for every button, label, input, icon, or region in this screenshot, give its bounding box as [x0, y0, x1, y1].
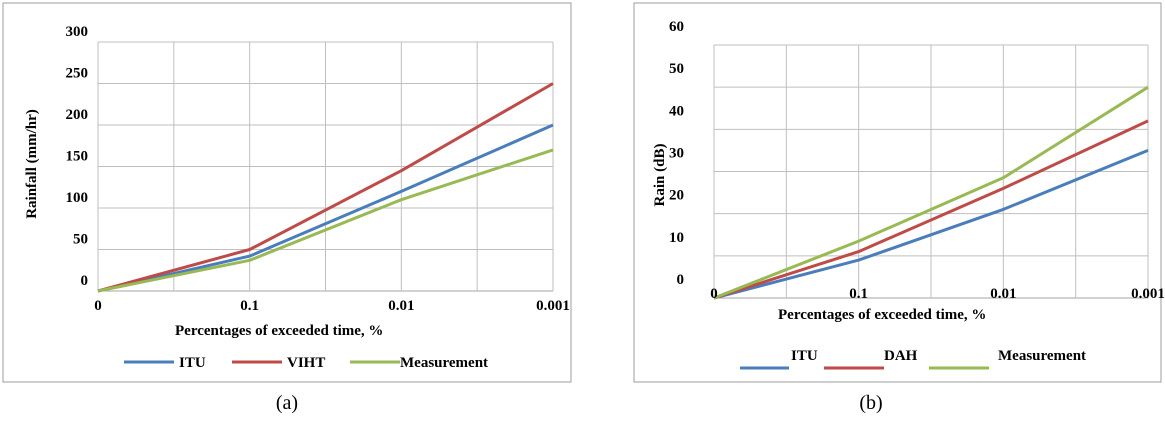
chart-a-ytick-label: 50	[73, 232, 88, 248]
chart-a-svg: 0 50 100 150 200 250 300 0 0.1 0.01 0.001 Percent…	[0, 0, 575, 430]
chart-a-ytick-label: 300	[66, 24, 89, 40]
chart-b-legend-label: DAH	[884, 348, 918, 364]
chart-a-xlabel: Percentages of exceeded time, %	[175, 323, 383, 339]
caption-a: (a)	[247, 392, 327, 415]
chart-a-xtick-label: 0.1	[240, 298, 259, 314]
chart-panel-b: 0 10 20 30 40 50 60 0 0.1 0.01 0.001 Percentages …	[578, 0, 1165, 430]
chart-a-ytick-label: 200	[66, 107, 89, 123]
chart-b-xtick-label: 0.1	[849, 286, 868, 302]
chart-b-xlabel: Percentages of exceeded time, %	[778, 307, 986, 323]
chart-a-legend-label: Measurement	[400, 355, 488, 371]
chart-panel-a: 0 50 100 150 200 250 300 0 0.1 0.01 0.001 Percent…	[0, 0, 575, 430]
caption-b: (b)	[831, 392, 911, 415]
chart-b-xtick-label: 0	[710, 286, 718, 302]
chart-a-ytick-label: 100	[66, 190, 89, 206]
chart-a-xtick-label: 0.001	[536, 298, 570, 314]
chart-a-xtick-label: 0	[94, 298, 102, 314]
chart-b-ytick-label: 50	[669, 61, 684, 77]
chart-b-ytick-label: 40	[669, 103, 684, 119]
chart-b-frame	[634, 3, 1161, 382]
chart-b-ylabel: Rain (dB)	[652, 144, 668, 207]
chart-a-ytick-label: 0	[81, 273, 89, 289]
chart-a-ylabel: Rainfall (mm/hr)	[24, 109, 40, 219]
chart-b-ytick-label: 60	[669, 19, 684, 35]
chart-b-svg: 0 10 20 30 40 50 60 0 0.1 0.01 0.001 Percentages …	[578, 0, 1165, 430]
chart-b-legend-label: ITU	[791, 348, 818, 364]
chart-b-xtick-label: 0.01	[990, 286, 1016, 302]
chart-a-legend-label: VIHT	[287, 355, 325, 371]
chart-b-ytick-label: 10	[669, 230, 684, 246]
chart-b-xtick-label: 0.001	[1131, 286, 1165, 302]
chart-a-ytick-label: 250	[66, 66, 89, 82]
chart-b-ytick-label: 0	[677, 272, 685, 288]
chart-b-legend-label: Measurement	[998, 348, 1086, 364]
chart-a-xtick-label: 0.01	[388, 298, 414, 314]
chart-a-legend: ITU VIHT Measurement	[124, 355, 488, 371]
chart-b-ytick-label: 30	[669, 146, 684, 162]
chart-a-ytick-label: 150	[66, 149, 89, 165]
chart-a-legend-label: ITU	[179, 355, 206, 371]
chart-b-ytick-label: 20	[669, 188, 684, 204]
